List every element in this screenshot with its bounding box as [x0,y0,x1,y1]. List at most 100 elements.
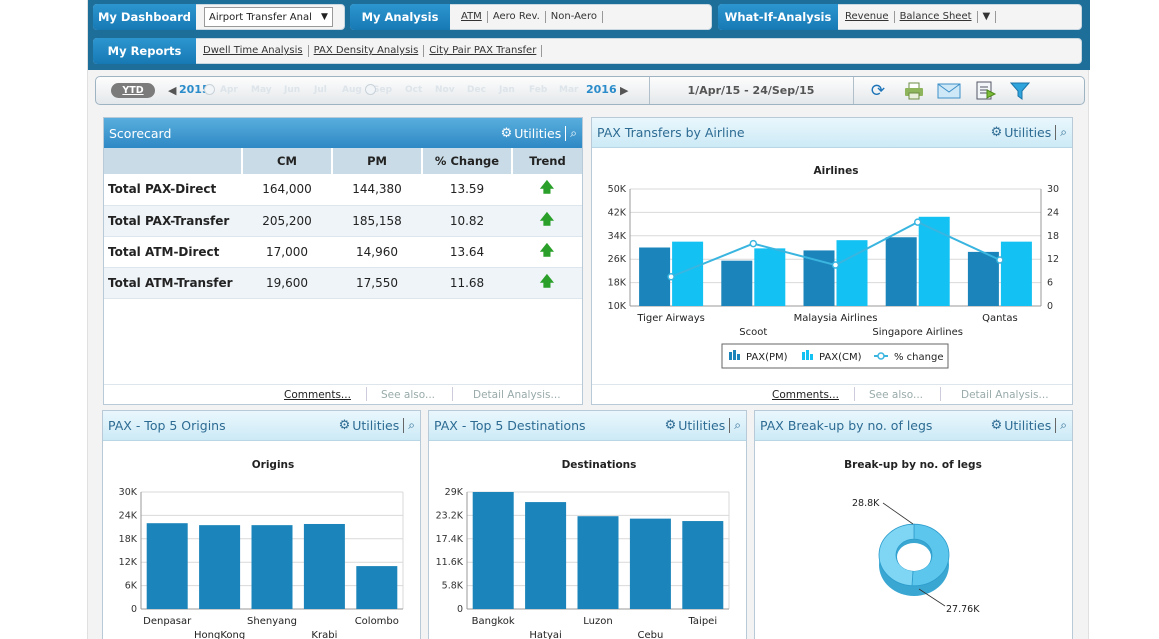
export-icon[interactable] [974,80,998,102]
chart-title: Break-up by no. of legs [844,459,982,471]
gear-icon: ⚙ [338,418,351,433]
my-reports-button[interactable]: My Reports [93,38,196,64]
destinations-utilities[interactable]: ⚙ Utilities ⌕ [665,418,741,433]
comments-link[interactable]: Comments... [284,389,351,401]
scorecard-panel: Scorecard ⚙ Utilities ⌕ CM PM % Change T… [103,117,583,405]
change-value: 10.82 [422,205,512,237]
year-end[interactable]: 2016 [586,83,617,96]
report-link-dwell-time[interactable]: Dwell Time Analysis [198,45,309,57]
next-year-arrow-icon[interactable]: ▶ [620,84,629,97]
range-end-handle[interactable] [365,84,376,95]
y-tick-label: 10K [608,301,627,312]
month-nov[interactable]: Nov [435,85,455,95]
x-tick-label: Denpasar [143,616,192,627]
analysis-link-aero-rev[interactable]: Aero Rev. [488,11,546,23]
bar [525,502,567,609]
x-tick-label: HongKong [194,630,245,639]
detail-analysis-link[interactable]: Detail Analysis... [961,389,1049,401]
point-change [667,273,675,281]
footer-divider [452,387,453,401]
see-also-link[interactable]: See also... [869,389,923,401]
month-mar[interactable]: Mar [559,85,579,95]
month-jun[interactable]: Jun [284,85,301,95]
print-icon[interactable] [902,80,926,102]
bar [472,492,514,609]
range-start-handle[interactable] [204,84,215,95]
what-if-link-balance-sheet[interactable]: Balance Sheet [895,11,978,23]
column-header-trend: Trend [512,148,582,174]
row-label: Total ATM-Direct [104,236,242,268]
month-jan[interactable]: Jan [499,85,515,95]
origins-utilities[interactable]: ⚙ Utilities ⌕ [339,418,415,433]
column-header-pm: PM [332,148,423,174]
dashboard-group: My Dashboard Airport Transfer Anal ▼ [93,4,345,30]
comments-link[interactable]: Comments... [772,389,839,401]
zoom-icon[interactable]: ⌕ [565,125,577,141]
bar-pax-cm [754,248,786,306]
year-start[interactable]: 2015 [179,83,210,96]
report-link-city-pair[interactable]: City Pair PAX Transfer [424,45,543,57]
month-dec[interactable]: Dec [467,85,486,95]
prev-year-arrow-icon[interactable]: ◀ [168,84,177,97]
table-row[interactable]: Total ATM-Direct 17,000 14,960 13.64 🡅 [104,236,582,268]
change-value: 11.68 [422,267,512,299]
bar-pax-pm [885,237,917,306]
table-row[interactable]: Total PAX-Transfer 205,200 185,158 10.82… [104,205,582,237]
trend-up-arrow-icon: 🡅 [539,180,555,197]
refresh-icon[interactable]: ⟳ [870,81,886,101]
bar [629,518,671,609]
y-tick-label: 18K [608,278,627,289]
zoom-icon[interactable]: ⌕ [403,418,415,433]
what-if-link-revenue[interactable]: Revenue [840,11,895,23]
column-header-change: % Change [422,148,513,174]
my-analysis-button[interactable]: My Analysis [350,4,450,30]
x-tick-label: Krabi [311,630,337,639]
filter-icon[interactable] [1008,80,1032,102]
legs-panel: PAX Break-up by no. of legs ⚙ Utilities … [754,410,1073,639]
report-link-pax-density[interactable]: PAX Density Analysis [309,45,425,57]
airline-utilities[interactable]: ⚙ Utilities ⌕ [991,125,1067,140]
month-may[interactable]: May [251,85,272,95]
month-aug[interactable]: Aug [342,85,362,95]
table-row[interactable]: Total ATM-Transfer 19,600 17,550 11.68 🡅 [104,267,582,299]
detail-analysis-link[interactable]: Detail Analysis... [473,389,561,401]
dashboard-select-value: Airport Transfer Anal [209,11,312,23]
gear-icon: ⚙ [990,418,1003,433]
email-icon[interactable] [937,80,961,102]
bar-pax-pm [803,250,835,306]
bar [199,525,241,609]
my-dashboard-button[interactable]: My Dashboard [93,4,196,30]
zoom-icon[interactable]: ⌕ [1055,125,1067,140]
point-change [749,239,758,248]
table-row[interactable]: Total PAX-Direct 164,000 144,380 13.59 🡅 [104,174,582,206]
month-apr[interactable]: Apr [220,85,238,95]
analysis-link-atm[interactable]: ATM [456,11,488,23]
month-oct[interactable]: Oct [405,85,423,95]
column-header-cm: CM [242,148,333,174]
what-if-analysis-button[interactable]: What-If-Analysis [718,4,838,30]
destinations-panel: PAX - Top 5 Destinations ⚙ Utilities ⌕ D… [428,410,747,639]
ytd-button[interactable]: YTD [111,83,155,98]
what-if-more-icon[interactable]: ▼ [978,11,997,23]
month-jul[interactable]: Jul [314,85,327,95]
destinations-title: PAX - Top 5 Destinations [434,418,586,433]
analysis-link-non-aero[interactable]: Non-Aero [546,11,603,23]
dashboard-select[interactable]: Airport Transfer Anal ▼ [204,7,333,27]
see-also-link[interactable]: See also... [381,389,435,401]
destinations-chart: Destinations 0 5.8K 11.6K 17.4K 23.2K 29K Bangk… [436,459,730,639]
scorecard-utilities[interactable]: ⚙ Utilities ⌕ [501,125,577,141]
label-leader [918,588,946,607]
airline-title: PAX Transfers by Airline [597,125,745,140]
month-sep[interactable]: Sep [373,85,393,95]
zoom-icon[interactable]: ⌕ [729,418,741,433]
airline-panel: PAX Transfers by Airline ⚙ Utilities ⌕ A… [591,117,1073,405]
zoom-icon[interactable]: ⌕ [1055,418,1067,433]
month-feb[interactable]: Feb [529,85,548,95]
legend-label: % change [894,352,943,363]
legs-utilities[interactable]: ⚙ Utilities ⌕ [991,418,1067,433]
print-icon-graphic [905,82,923,100]
cm-value: 205,200 [242,205,332,237]
y-tick-label: 0 [131,604,137,615]
x-tick-label: Bangkok [472,616,515,627]
row-label: Total ATM-Transfer [104,267,242,299]
